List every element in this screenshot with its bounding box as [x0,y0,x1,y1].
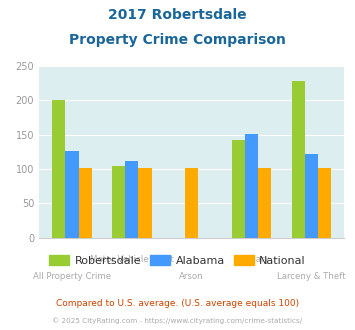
Text: 2017 Robertsdale: 2017 Robertsdale [108,8,247,22]
Bar [185,168,198,238]
Bar [112,166,125,238]
Bar [125,161,138,238]
Bar [292,81,305,238]
Text: All Property Crime: All Property Crime [33,272,111,281]
Bar [318,168,331,238]
Bar [305,154,318,238]
Bar [52,100,65,238]
Bar [138,168,152,238]
Bar [245,134,258,238]
Bar [232,140,245,238]
Text: Larceny & Theft: Larceny & Theft [277,272,346,281]
Text: Motor Vehicle Theft: Motor Vehicle Theft [90,255,174,264]
Text: © 2025 CityRating.com - https://www.cityrating.com/crime-statistics/: © 2025 CityRating.com - https://www.city… [53,317,302,324]
Text: Property Crime Comparison: Property Crime Comparison [69,33,286,47]
Bar [78,168,92,238]
Text: Arson: Arson [179,272,204,281]
Bar [65,151,78,238]
Legend: Robertsdale, Alabama, National: Robertsdale, Alabama, National [45,250,310,270]
Text: Burglary: Burglary [233,255,270,264]
Text: Compared to U.S. average. (U.S. average equals 100): Compared to U.S. average. (U.S. average … [56,299,299,308]
Bar [258,168,271,238]
